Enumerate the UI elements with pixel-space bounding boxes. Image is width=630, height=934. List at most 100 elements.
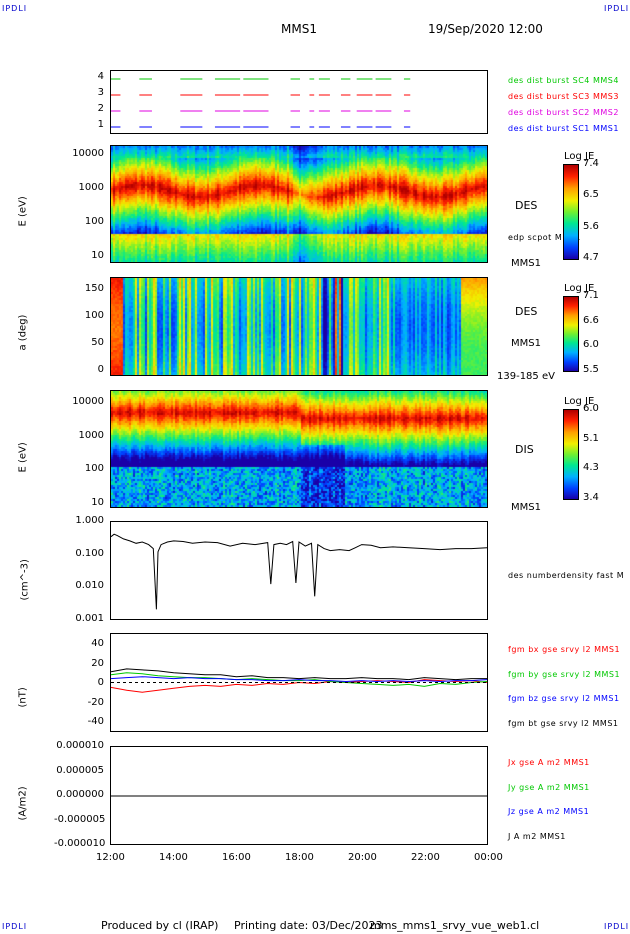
colorbar-tick: 4.3 xyxy=(583,462,599,474)
corner-label-top-right: IPDLI xyxy=(604,4,630,13)
density-panel xyxy=(110,521,488,620)
ytick-label: 1000 xyxy=(78,429,104,441)
ytick-label: 0.000005 xyxy=(56,764,104,776)
ytick-label: 100 xyxy=(84,463,104,474)
ytick-label: 0.010 xyxy=(75,580,104,592)
current-legend-4: J A m2 MMS1 xyxy=(508,831,566,841)
colorbar-tick: 5.6 xyxy=(583,220,599,232)
datetime-title: 19/Sep/2020 12:00 xyxy=(428,22,543,36)
des-energy-scpot-label: edp scpot MMS1 xyxy=(508,233,581,242)
colorbar-tick: 6.6 xyxy=(583,314,599,326)
burst-ytick: 2 xyxy=(97,103,104,114)
ytick-label: 20 xyxy=(91,657,104,669)
des-pitch-sc-label: MMS1 xyxy=(511,338,541,349)
colorbar-tick: 5.5 xyxy=(583,364,599,375)
current-legend-1: Jx gse A m2 MMS1 xyxy=(508,758,590,767)
colorbar-tick: 6.0 xyxy=(583,339,599,351)
des-energy-panel xyxy=(110,145,488,263)
fgm-ylabel: (nT) xyxy=(17,687,29,708)
dis-energy-spectrogram xyxy=(111,391,487,507)
cbar3-title: Log JE xyxy=(564,396,595,407)
colorbar-tick: 4.7 xyxy=(583,252,599,263)
colorbar-tick: 7.4 xyxy=(583,158,599,169)
des-energy-sc-label: MMS1 xyxy=(511,258,541,269)
fgm-legend-1: fgm bx gse srvy l2 MMS1 xyxy=(508,645,621,654)
ytick-label: 10 xyxy=(91,250,104,261)
ytick-label: -40 xyxy=(87,716,104,727)
corner-label-bottom-right: IPDLI xyxy=(604,922,630,931)
burst-legend-4: des dist burst SC4 MMS4 xyxy=(508,76,619,85)
burst-legend-1: des dist burst SC1 MMS1 xyxy=(508,124,619,133)
des-pitch-ylabel: a (deg) xyxy=(17,314,29,351)
ytick-label: 10000 xyxy=(72,148,104,159)
time-tick-label: 20:00 xyxy=(348,852,377,863)
cbar1-title: Log JE xyxy=(564,151,595,162)
ytick-label: 0.000000 xyxy=(56,789,104,800)
ytick-label: 1000 xyxy=(78,182,104,193)
cbar3 xyxy=(563,409,579,500)
density-plot xyxy=(110,533,488,610)
ytick-label: 40 xyxy=(91,638,104,649)
ytick-label: -0.000005 xyxy=(54,813,106,825)
colorbar-tick: 6.5 xyxy=(583,189,599,201)
fgm-series-line xyxy=(110,672,488,687)
fgm-plot xyxy=(110,668,488,693)
fgm-series-line xyxy=(110,676,488,683)
dis-energy-sc-label: MMS1 xyxy=(511,502,541,513)
density-legend: des numberdensity fast M xyxy=(508,571,625,580)
dis-energy-panel xyxy=(110,390,488,508)
corner-label-top-left: IPDLI xyxy=(2,4,28,13)
burst-legend-2: des dist burst SC2 MMS2 xyxy=(508,108,619,117)
fgm-legend-3: fgm bz gse srvy l2 MMS1 xyxy=(508,694,620,703)
ytick-label: 100 xyxy=(84,216,104,227)
current-plot xyxy=(111,795,487,797)
time-tick-label: 18:00 xyxy=(285,852,314,863)
ytick-label: -20 xyxy=(87,696,104,708)
density-ylabel: (cm^-3) xyxy=(19,559,31,601)
des-energy-ylabel: E (eV) xyxy=(17,196,29,227)
footer-produced-by: Produced by cl (IRAP) xyxy=(101,919,219,932)
des-pitch-instrument: DES xyxy=(515,305,538,318)
des-energy-spectrogram xyxy=(111,146,487,262)
burst-legend-3: des dist burst SC3 MMS3 xyxy=(508,92,619,101)
spacecraft-title: MMS1 xyxy=(281,22,317,36)
footer-file: mms_mms1_srvy_vue_web1.cl xyxy=(370,919,540,932)
colorbar-tick: 3.4 xyxy=(583,492,599,503)
fgm-series-line xyxy=(110,679,488,693)
time-tick-label: 12:00 xyxy=(96,852,125,863)
corner-label-bottom-left: IPDLI xyxy=(2,922,28,931)
fgm-legend-4: fgm bt gse srvy l2 MMS1 xyxy=(508,718,619,728)
fgm-series-line xyxy=(110,668,487,681)
cbar1 xyxy=(563,164,579,260)
ytick-label: 0 xyxy=(97,677,104,688)
ytick-label: -0.000010 xyxy=(54,838,106,849)
des-pitch-energy-range: 139-185 eV xyxy=(497,371,555,382)
current-ylabel: (A/m2) xyxy=(17,786,29,821)
ytick-label: 0.000010 xyxy=(56,740,104,751)
des-pitch-panel xyxy=(110,277,488,376)
burst-ytick: 1 xyxy=(97,119,104,130)
ytick-label: 1.000 xyxy=(75,515,104,526)
burst-plot xyxy=(111,78,411,128)
cbar2 xyxy=(563,296,579,372)
des-energy-instrument: DES xyxy=(515,199,538,212)
burst-ytick: 3 xyxy=(97,87,104,98)
ytick-label: 100 xyxy=(84,310,104,321)
time-tick-label: 14:00 xyxy=(159,852,188,863)
current-panel xyxy=(110,746,488,845)
ytick-label: 0 xyxy=(97,364,104,375)
density-series-line xyxy=(110,533,488,610)
ytick-label: 50 xyxy=(91,337,104,348)
time-tick-label: 22:00 xyxy=(411,852,440,863)
ytick-label: 0.100 xyxy=(75,547,104,559)
des-pitch-spectrogram xyxy=(111,278,487,375)
fgm-legend-2: fgm by gse srvy l2 MMS1 xyxy=(508,669,621,679)
colorbar-tick: 5.1 xyxy=(583,432,599,444)
time-tick-label: 00:00 xyxy=(474,852,503,863)
fgm-panel xyxy=(110,633,488,732)
colorbar-tick: 7.1 xyxy=(583,290,599,301)
dis-energy-ylabel: E (eV) xyxy=(17,442,29,473)
burst-panel xyxy=(110,70,488,134)
ytick-label: 0.001 xyxy=(75,613,104,625)
ytick-label: 10000 xyxy=(72,396,104,407)
